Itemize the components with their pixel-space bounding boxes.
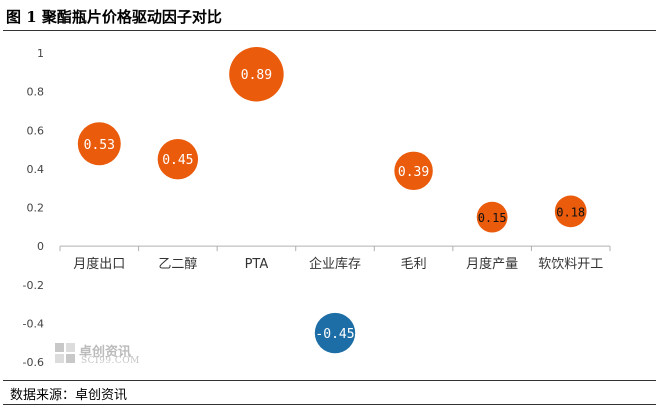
watermark-logo-icon xyxy=(55,343,75,363)
x-axis-ticks xyxy=(59,246,611,252)
y-tick-label: 1 xyxy=(37,47,44,60)
bubble-series: 0.53 0.45 0.89 -0.45 0.39 0.15 0.18 xyxy=(77,47,587,354)
top-rule xyxy=(3,30,656,31)
y-tick-label: 0.6 xyxy=(27,124,45,137)
bottom-rule xyxy=(3,380,656,381)
y-tick-label: -0.2 xyxy=(23,279,44,292)
data-label: 0.39 xyxy=(398,165,429,180)
data-label: 0.89 xyxy=(241,68,272,83)
bubble-point xyxy=(229,47,284,102)
bubble-point xyxy=(476,201,508,233)
category-label: 软饮料开工 xyxy=(538,257,603,272)
category-labels: 月度出口 乙二醇 PTA 企业库存 毛利 月度产量 软饮料开工 xyxy=(73,256,603,272)
category-label: 毛利 xyxy=(401,257,427,272)
figure-title: 图 1 聚酯瓶片价格驱动因子对比 xyxy=(6,8,222,26)
y-tick-label: 0 xyxy=(37,240,44,253)
y-tick-label: -0.6 xyxy=(23,356,44,369)
data-label: 0.15 xyxy=(478,211,507,225)
bubble-point xyxy=(77,122,121,166)
data-label: 0.53 xyxy=(84,138,115,153)
y-tick-label: 0.8 xyxy=(27,86,45,99)
watermark-name: 卓创资讯 xyxy=(79,345,132,360)
bubble-point xyxy=(394,151,433,191)
category-label: 月度产量 xyxy=(466,256,518,272)
y-tick-label: 0.4 xyxy=(27,163,45,176)
bubble-point xyxy=(314,312,356,354)
y-axis-ticks: 1 0.8 0.6 0.4 0.2 0 -0.2 -0.4 -0.6 xyxy=(23,47,44,369)
bubble-chart: 1 0.8 0.6 0.4 0.2 0 -0.2 -0.4 -0.6 月度出口 乙二醇 PTA 企业库… xyxy=(23,47,611,369)
footer-rule xyxy=(3,404,656,405)
data-label: 0.18 xyxy=(556,205,585,219)
bubble-point xyxy=(554,195,587,228)
y-tick-label: 0.2 xyxy=(27,202,45,215)
data-label: -0.45 xyxy=(315,327,354,342)
bubble-point xyxy=(157,139,199,180)
watermark-site: SCI99.COM xyxy=(81,356,140,366)
data-label: 0.45 xyxy=(162,153,193,168)
source-note: 数据来源：卓创资讯 xyxy=(10,388,128,403)
category-label: 月度出口 xyxy=(73,256,125,272)
category-label: 乙二醇 xyxy=(158,256,197,272)
y-tick-label: -0.4 xyxy=(23,317,44,330)
category-label: 企业库存 xyxy=(309,256,361,272)
category-label: PTA xyxy=(245,257,269,272)
